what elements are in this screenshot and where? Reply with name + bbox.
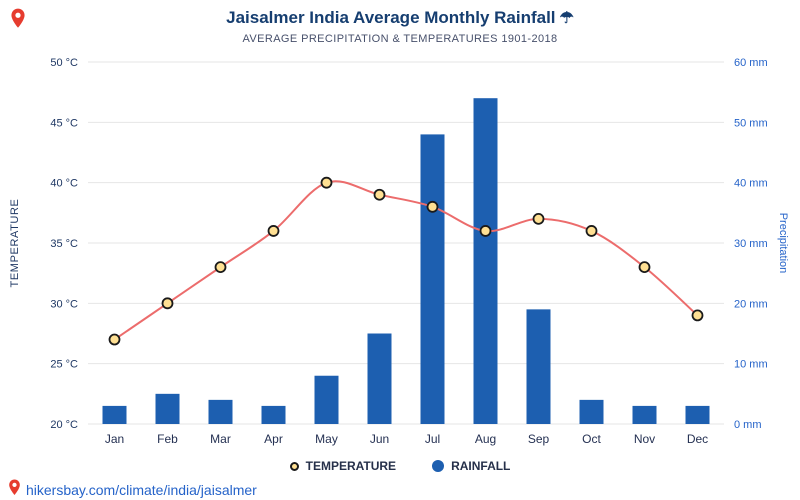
temperature-point[interactable]	[532, 212, 545, 225]
rainfall-bar[interactable]	[261, 405, 286, 424]
rainfall-bar[interactable]	[473, 98, 498, 424]
rainfall-temperature-chart: 20 °C 25 °C 30 °C 35 °C 40 °C 45 °C 50 °C 0 mm 1…	[9, 57, 789, 446]
footer: hikersbay.com/climate/india/jaisalmer	[8, 479, 257, 500]
temperature-point[interactable]	[585, 225, 598, 237]
x-axis-month-label: Mar	[210, 432, 231, 446]
temperature-point[interactable]	[214, 261, 227, 274]
right-axis-tick-label: 30 mm	[734, 238, 768, 250]
left-axis-tick-label: 25 °C	[50, 359, 78, 371]
rainfall-bar[interactable]	[632, 405, 657, 424]
rainfall-bar[interactable]	[314, 375, 339, 424]
legend-temperature-label: TEMPERATURE	[305, 459, 397, 473]
left-axis-tick-label: 30 °C	[50, 298, 78, 310]
location-pin-icon	[8, 479, 21, 500]
temperature-line	[113, 180, 699, 341]
legend-item-temperature[interactable]: TEMPERATURE	[289, 459, 397, 473]
temperature-point[interactable]	[691, 309, 704, 322]
left-axis-tick-label: 20 °C	[50, 419, 78, 431]
temperature-point[interactable]	[320, 176, 333, 189]
rainfall-bar[interactable]	[526, 309, 551, 424]
x-axis-month-label: Sep	[528, 432, 550, 446]
x-axis-month-label: Jan	[105, 432, 124, 446]
right-axis-tick-label: 50 mm	[734, 117, 768, 129]
temperature-marker-icon	[289, 461, 299, 471]
rainfall-bar[interactable]	[102, 405, 127, 424]
right-axis-tick-label: 10 mm	[734, 359, 768, 371]
rainfall-bar[interactable]	[685, 405, 710, 424]
rainfall-bar[interactable]	[208, 399, 233, 424]
chart-subtitle: AVERAGE PRECIPITATION & TEMPERATURES 190…	[242, 33, 558, 45]
left-axis-tick-label: 45 °C	[50, 117, 78, 129]
source-link[interactable]: hikersbay.com/climate/india/jaisalmer	[26, 482, 257, 498]
x-axis-month-label: Jul	[425, 432, 440, 446]
legend-rainfall-label: RAINFALL	[451, 459, 511, 473]
chart-legend: TEMPERATURE RAINFALL	[0, 459, 800, 473]
temperature-point[interactable]	[426, 200, 439, 213]
right-axis-tick-label: 20 mm	[734, 298, 768, 310]
temperature-point[interactable]	[638, 261, 651, 274]
x-axis-month-label: Apr	[264, 432, 283, 446]
right-axis-tick-label: 60 mm	[734, 57, 768, 69]
rainfall-bar[interactable]	[579, 399, 604, 424]
temperature-point[interactable]	[108, 333, 121, 346]
right-axis-tick-label: 0 mm	[734, 419, 762, 431]
x-axis-month-label: Feb	[157, 432, 178, 446]
x-axis-month-label: May	[315, 432, 338, 446]
x-axis-month-label: Oct	[582, 432, 601, 446]
rainfall-bar[interactable]	[155, 393, 180, 424]
temperature-point[interactable]	[161, 297, 174, 310]
x-axis-month-label: Aug	[475, 432, 496, 446]
left-axis-tick-label: 35 °C	[50, 238, 78, 250]
x-axis-month-label: Jun	[370, 432, 389, 446]
x-axis-month-label: Dec	[687, 432, 708, 446]
chart-title-text: Jaisalmer India Average Monthly Rainfall	[226, 8, 556, 27]
rainfall-marker-icon	[432, 460, 445, 472]
left-axis-tick-label: 40 °C	[50, 178, 78, 190]
left-axis-title: TEMPERATURE	[9, 199, 21, 288]
temperature-point[interactable]	[479, 225, 492, 237]
rainfall-bar[interactable]	[367, 333, 392, 425]
location-pin-icon	[10, 8, 26, 34]
right-axis-title: Precipitation	[777, 213, 789, 274]
umbrella-rain-icon: ☂	[559, 10, 574, 27]
left-axis-tick-label: 50 °C	[50, 57, 78, 69]
rainfall-bar[interactable]	[420, 134, 445, 424]
page-title: Jaisalmer India Average Monthly Rainfall…	[0, 8, 800, 28]
x-axis-month-label: Nov	[634, 432, 655, 446]
temperature-point[interactable]	[373, 188, 386, 201]
legend-item-rainfall[interactable]: RAINFALL	[432, 459, 510, 473]
temperature-point[interactable]	[267, 225, 280, 237]
right-axis-tick-label: 40 mm	[734, 178, 768, 190]
